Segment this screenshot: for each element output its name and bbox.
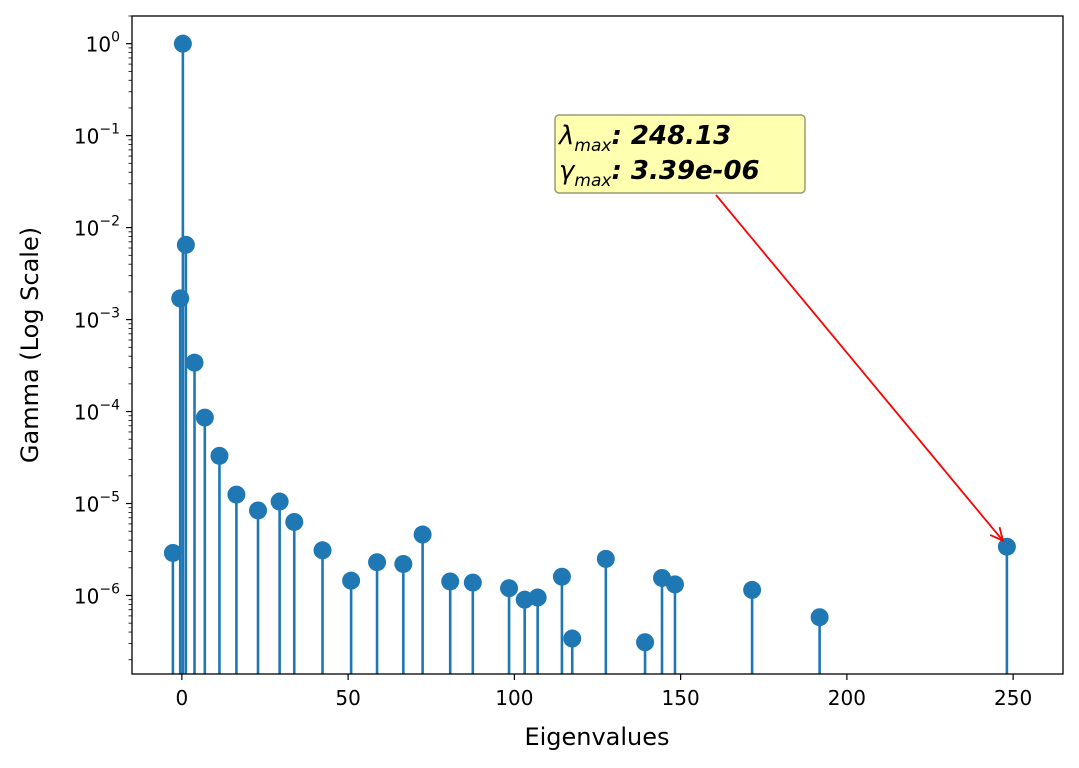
stem-marker xyxy=(665,575,684,594)
plot-area-frame xyxy=(131,15,1064,675)
x-tick-label: 250 xyxy=(994,686,1032,710)
stem-marker xyxy=(195,408,214,427)
stem-marker xyxy=(596,549,615,568)
stem-marker xyxy=(528,588,547,607)
stem-marker xyxy=(185,353,204,372)
stem-marker xyxy=(342,571,361,590)
stem-marker xyxy=(227,485,246,504)
stem-marker xyxy=(163,543,182,562)
stem-marker xyxy=(441,572,460,591)
x-axis-title: Eigenvalues xyxy=(524,723,669,751)
annotation-gamma-line: γmax: 3.39e-06 xyxy=(559,156,760,191)
stem-marker xyxy=(743,580,762,599)
stem-marker xyxy=(249,501,268,520)
y-tick-label: 10−6 xyxy=(74,581,120,608)
stem-marker xyxy=(173,34,192,53)
stem-marker xyxy=(413,525,432,544)
y-tick-label: 100 xyxy=(86,30,120,57)
axis-ticks: 0 50 100 150 200 250 100 10−1 10−2 10−3 10−4 10−5 10… xyxy=(74,15,1032,710)
y-axis-title: Gamma (Log Scale) xyxy=(16,227,44,463)
y-tick-label: 10−2 xyxy=(74,214,120,241)
stem-marker xyxy=(394,554,413,573)
x-tick-label: 50 xyxy=(335,686,360,710)
y-tick-label: 10−1 xyxy=(74,122,120,149)
max-annotation: λmax: 248.13 γmax: 3.39e-06 xyxy=(554,114,1005,543)
stem-marker xyxy=(463,573,482,592)
stem-marker xyxy=(176,235,195,254)
stem-marker xyxy=(270,492,289,511)
y-tick-label: 10−4 xyxy=(74,398,120,425)
stem-marker xyxy=(500,579,519,598)
x-tick-label: 150 xyxy=(662,686,700,710)
stem-marker xyxy=(313,541,332,560)
annotation-lambda-line: λmax: 248.13 xyxy=(557,121,731,156)
y-tick-label: 10−3 xyxy=(74,306,120,333)
stem-marker xyxy=(810,608,829,627)
stem-marker xyxy=(210,446,229,465)
annotation-arrow-head xyxy=(989,526,1005,543)
stem-marker xyxy=(997,537,1016,556)
annotation-arrow xyxy=(715,194,1004,542)
x-tick-label: 0 xyxy=(176,686,189,710)
stem-marker xyxy=(636,633,655,652)
x-tick-label: 200 xyxy=(828,686,866,710)
stem-marker xyxy=(368,553,387,572)
annotation-box xyxy=(554,114,806,194)
stem-marker xyxy=(563,629,582,648)
x-tick-label: 100 xyxy=(495,686,533,710)
stem-marker xyxy=(285,512,304,531)
stem-series xyxy=(163,34,1016,674)
stem-marker xyxy=(552,567,571,586)
y-tick-label: 10−5 xyxy=(74,490,120,517)
